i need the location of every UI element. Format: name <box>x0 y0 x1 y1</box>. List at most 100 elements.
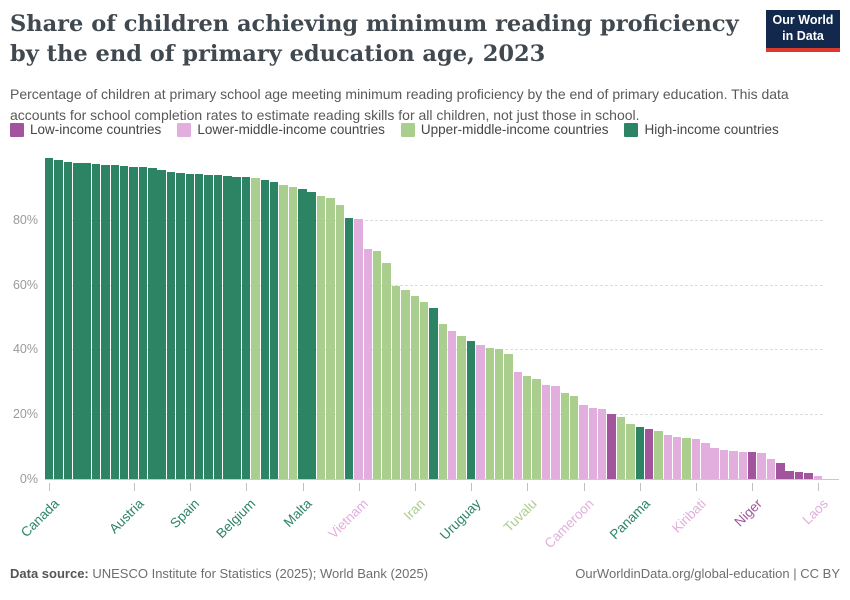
x-label-vietnam[interactable]: Vietnam <box>325 496 372 542</box>
bar[interactable] <box>804 472 813 479</box>
bar[interactable] <box>504 354 513 479</box>
x-label-laos[interactable]: Laos <box>799 496 831 528</box>
bar[interactable] <box>63 161 73 479</box>
bar[interactable] <box>119 166 129 479</box>
legend-item-upper[interactable]: Upper-middle-income countries <box>400 122 608 137</box>
bar[interactable] <box>279 184 288 479</box>
bar[interactable] <box>532 379 541 479</box>
bar[interactable] <box>598 409 607 479</box>
bar[interactable] <box>316 195 326 479</box>
bar[interactable] <box>232 176 241 479</box>
bar[interactable] <box>513 371 523 479</box>
bar[interactable] <box>813 476 823 479</box>
bar[interactable] <box>157 170 166 479</box>
bar[interactable] <box>129 166 138 479</box>
bar[interactable] <box>644 429 654 479</box>
bar[interactable] <box>138 167 148 479</box>
x-label-panama[interactable]: Panama <box>606 496 653 543</box>
bar[interactable] <box>91 164 101 479</box>
legend-item-low[interactable]: Low-income countries <box>10 122 161 137</box>
bar[interactable] <box>794 471 804 479</box>
bar[interactable] <box>569 396 579 479</box>
bar[interactable] <box>672 437 682 479</box>
bar[interactable] <box>438 324 448 479</box>
bar[interactable] <box>747 451 757 479</box>
bar[interactable] <box>738 451 748 479</box>
x-label-kiribati[interactable]: Kiribati <box>668 496 709 536</box>
bar[interactable] <box>194 174 204 479</box>
bar[interactable] <box>541 385 551 479</box>
bar[interactable] <box>223 176 232 479</box>
bar[interactable] <box>251 178 260 479</box>
bar[interactable] <box>204 174 213 479</box>
bar[interactable] <box>757 453 766 479</box>
bar[interactable] <box>382 262 391 479</box>
bar[interactable] <box>729 450 738 479</box>
x-label-iran[interactable]: Iran <box>400 496 428 524</box>
bar[interactable] <box>354 219 363 479</box>
bar[interactable] <box>260 179 270 479</box>
x-label-cameroon[interactable]: Cameroon <box>541 496 597 552</box>
bar[interactable] <box>73 162 82 479</box>
bar[interactable] <box>213 175 223 479</box>
bar[interactable] <box>710 448 719 479</box>
x-label-uruguay[interactable]: Uruguay <box>437 496 484 543</box>
bar[interactable] <box>185 173 195 479</box>
bar[interactable] <box>588 408 598 479</box>
bar[interactable] <box>269 181 279 479</box>
bar[interactable] <box>457 336 466 479</box>
footer-url[interactable]: OurWorldinData.org/global-education <box>575 566 790 581</box>
bar[interactable] <box>579 405 588 479</box>
x-label-austria[interactable]: Austria <box>106 496 147 537</box>
x-label-malta[interactable]: Malta <box>281 496 316 530</box>
bar[interactable] <box>419 302 429 479</box>
bar[interactable] <box>766 458 776 479</box>
bar[interactable] <box>785 470 794 479</box>
bar[interactable] <box>560 393 569 479</box>
bar[interactable] <box>45 158 54 479</box>
bar[interactable] <box>494 349 504 479</box>
bar[interactable] <box>635 426 644 479</box>
bar[interactable] <box>363 249 373 479</box>
bar[interactable] <box>466 341 476 479</box>
bar[interactable] <box>288 187 298 479</box>
bar[interactable] <box>307 191 316 479</box>
bar[interactable] <box>391 285 401 479</box>
bar[interactable] <box>344 217 354 479</box>
bar[interactable] <box>682 437 691 479</box>
bar[interactable] <box>719 449 729 479</box>
bar[interactable] <box>626 424 635 479</box>
bar[interactable] <box>429 307 438 479</box>
bar[interactable] <box>166 172 176 479</box>
bar[interactable] <box>82 163 91 479</box>
bar[interactable] <box>523 375 532 479</box>
bar[interactable] <box>654 430 663 479</box>
x-label-canada[interactable]: Canada <box>17 496 62 541</box>
bar[interactable] <box>110 165 120 479</box>
bar[interactable] <box>335 204 344 479</box>
bar[interactable] <box>326 198 335 479</box>
bar[interactable] <box>551 386 560 479</box>
bar[interactable] <box>701 443 710 479</box>
bar[interactable] <box>410 295 419 479</box>
x-label-spain[interactable]: Spain <box>167 496 203 532</box>
bar[interactable] <box>241 177 251 479</box>
bar[interactable] <box>691 439 701 479</box>
bar[interactable] <box>448 331 457 479</box>
bar[interactable] <box>776 463 785 479</box>
bar[interactable] <box>476 344 485 479</box>
legend-item-lower[interactable]: Lower-middle-income countries <box>177 122 385 137</box>
bar[interactable] <box>373 250 382 479</box>
bar[interactable] <box>298 189 307 479</box>
bar[interactable] <box>176 172 185 479</box>
x-label-belgium[interactable]: Belgium <box>213 496 259 542</box>
bar[interactable] <box>148 168 157 479</box>
bar[interactable] <box>607 414 616 479</box>
x-label-niger[interactable]: Niger <box>731 496 765 530</box>
bar[interactable] <box>485 347 494 479</box>
bar[interactable] <box>663 435 673 479</box>
bar[interactable] <box>401 290 410 479</box>
legend-item-high[interactable]: High-income countries <box>624 122 779 137</box>
bar[interactable] <box>54 159 63 479</box>
bar[interactable] <box>616 416 626 479</box>
